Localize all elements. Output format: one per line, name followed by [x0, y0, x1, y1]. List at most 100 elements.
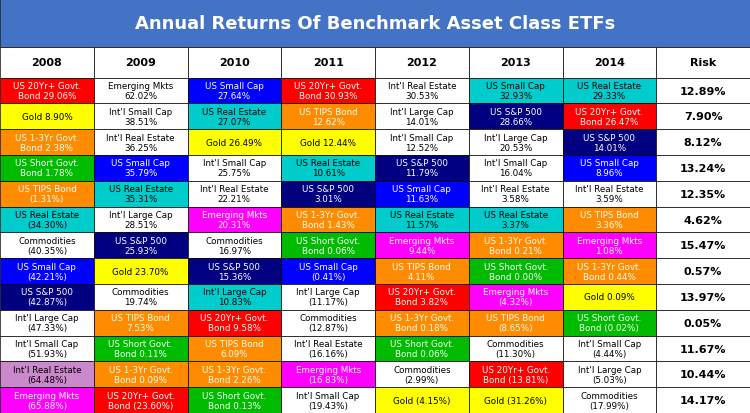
Bar: [656, 387, 750, 413]
Bar: [562, 233, 656, 259]
Text: Int'l Large Cap
(11.17%): Int'l Large Cap (11.17%): [296, 288, 360, 307]
Bar: [375, 104, 469, 130]
Text: US TIPS Bond
(1.31%): US TIPS Bond (1.31%): [17, 185, 76, 204]
Bar: [656, 207, 750, 233]
Bar: [0, 130, 94, 156]
Text: Int'l Large Cap
28.51%: Int'l Large Cap 28.51%: [109, 211, 172, 230]
Bar: [469, 361, 562, 387]
Text: US Short Govt.
Bond 0.06%: US Short Govt. Bond 0.06%: [390, 339, 454, 358]
Bar: [469, 336, 562, 361]
Bar: [656, 156, 750, 181]
Text: US S&P 500
3.01%: US S&P 500 3.01%: [302, 185, 354, 204]
Text: Int'l Small Cap
(51.93%): Int'l Small Cap (51.93%): [15, 339, 79, 358]
Text: Int'l Large Cap
(47.33%): Int'l Large Cap (47.33%): [15, 313, 79, 332]
Text: Risk: Risk: [690, 58, 716, 68]
Bar: [94, 310, 188, 336]
Bar: [562, 181, 656, 207]
Bar: [562, 336, 656, 361]
Bar: [562, 78, 656, 104]
Bar: [656, 47, 750, 78]
Bar: [188, 47, 281, 78]
Bar: [375, 310, 469, 336]
Text: US TIPS Bond
4.11%: US TIPS Bond 4.11%: [392, 262, 452, 281]
Text: 12.35%: 12.35%: [680, 189, 726, 199]
Bar: [469, 387, 562, 413]
Text: US Short Govt.
Bond 0.11%: US Short Govt. Bond 0.11%: [109, 339, 172, 358]
Text: Emerging Mkts
(4.32%): Emerging Mkts (4.32%): [483, 288, 548, 307]
Bar: [0, 207, 94, 233]
Bar: [0, 361, 94, 387]
Bar: [281, 181, 375, 207]
Bar: [469, 181, 562, 207]
Bar: [281, 284, 375, 310]
Text: US 20Yr+ Govt.
Bond 9.58%: US 20Yr+ Govt. Bond 9.58%: [200, 313, 268, 332]
Text: Gold (31.26%): Gold (31.26%): [484, 396, 547, 405]
Text: US Small Cap
27.64%: US Small Cap 27.64%: [205, 82, 264, 101]
Text: Emerging Mkts
1.08%: Emerging Mkts 1.08%: [577, 236, 642, 255]
Text: Gold 0.09%: Gold 0.09%: [584, 293, 634, 301]
Text: US Short Govt.
Bond 0.06%: US Short Govt. Bond 0.06%: [296, 236, 360, 255]
Text: Int'l Real Estate
(64.48%): Int'l Real Estate (64.48%): [13, 365, 81, 384]
Text: US Small Cap
8.96%: US Small Cap 8.96%: [580, 159, 639, 178]
Text: US S&P 500
25.93%: US S&P 500 25.93%: [115, 236, 166, 255]
Text: US Small Cap
(42.21%): US Small Cap (42.21%): [17, 262, 76, 281]
Text: US Short Govt.
Bond 0.13%: US Short Govt. Bond 0.13%: [202, 391, 266, 410]
Text: Annual Returns Of Benchmark Asset Class ETFs: Annual Returns Of Benchmark Asset Class …: [135, 15, 615, 33]
Bar: [281, 207, 375, 233]
Text: Commodities
(11.30%): Commodities (11.30%): [487, 339, 544, 358]
Text: 4.62%: 4.62%: [684, 215, 722, 225]
Bar: [281, 47, 375, 78]
Bar: [94, 104, 188, 130]
Bar: [375, 207, 469, 233]
Text: US 1-3Yr Govt.
Bond 2.26%: US 1-3Yr Govt. Bond 2.26%: [202, 365, 266, 384]
Bar: [0, 47, 94, 78]
Bar: [562, 259, 656, 284]
Text: US Short Govt.
Bond (0.02%): US Short Govt. Bond (0.02%): [578, 313, 641, 332]
Text: 13.24%: 13.24%: [680, 164, 726, 173]
Bar: [94, 336, 188, 361]
Text: 2010: 2010: [219, 58, 250, 68]
Bar: [94, 181, 188, 207]
Text: US TIPS Bond
(8.65%): US TIPS Bond (8.65%): [486, 313, 545, 332]
Text: Int'l Small Cap
(19.43%): Int'l Small Cap (19.43%): [296, 391, 360, 410]
Text: Emerging Mkts
(16.83%): Emerging Mkts (16.83%): [296, 365, 361, 384]
Text: 2011: 2011: [313, 58, 344, 68]
Bar: [94, 78, 188, 104]
Text: Int'l Real Estate
3.59%: Int'l Real Estate 3.59%: [575, 185, 644, 204]
Bar: [656, 259, 750, 284]
Text: US 1-3Yr Govt.
Bond 2.38%: US 1-3Yr Govt. Bond 2.38%: [15, 133, 79, 152]
Text: US 1-3Yr Govt.
Bond 1.43%: US 1-3Yr Govt. Bond 1.43%: [296, 211, 360, 230]
Text: Gold (4.15%): Gold (4.15%): [393, 396, 451, 405]
Text: Emerging Mkts
62.02%: Emerging Mkts 62.02%: [108, 82, 173, 101]
Bar: [469, 310, 562, 336]
Bar: [562, 387, 656, 413]
Text: 2009: 2009: [125, 58, 156, 68]
Bar: [375, 47, 469, 78]
Bar: [281, 310, 375, 336]
Text: Gold 8.90%: Gold 8.90%: [22, 113, 72, 121]
Text: Int'l Large Cap
10.83%: Int'l Large Cap 10.83%: [202, 288, 266, 307]
Bar: [94, 47, 188, 78]
Text: 14.17%: 14.17%: [680, 395, 726, 405]
Text: US 1-3Yr Govt.
Bond 0.18%: US 1-3Yr Govt. Bond 0.18%: [390, 313, 454, 332]
Text: Emerging Mkts
(65.88%): Emerging Mkts (65.88%): [14, 391, 80, 410]
Text: Int'l Real Estate
3.58%: Int'l Real Estate 3.58%: [482, 185, 550, 204]
Bar: [562, 156, 656, 181]
Text: US S&P 500
15.36%: US S&P 500 15.36%: [209, 262, 260, 281]
Bar: [375, 387, 469, 413]
Bar: [0, 259, 94, 284]
Text: 8.12%: 8.12%: [684, 138, 722, 148]
Text: US Real Estate
(34.30%): US Real Estate (34.30%): [15, 211, 79, 230]
Bar: [656, 181, 750, 207]
Text: Int'l Real Estate
(16.16%): Int'l Real Estate (16.16%): [294, 339, 362, 358]
Text: US Short Govt.
Bond 0.00%: US Short Govt. Bond 0.00%: [484, 262, 548, 281]
Bar: [281, 336, 375, 361]
Bar: [188, 233, 281, 259]
Text: US Real Estate
27.07%: US Real Estate 27.07%: [202, 107, 266, 126]
Text: 15.47%: 15.47%: [680, 241, 726, 251]
Bar: [656, 233, 750, 259]
Text: US S&P 500
11.79%: US S&P 500 11.79%: [396, 159, 448, 178]
Text: Int'l Real Estate
22.21%: Int'l Real Estate 22.21%: [200, 185, 268, 204]
Bar: [281, 387, 375, 413]
Bar: [656, 130, 750, 156]
